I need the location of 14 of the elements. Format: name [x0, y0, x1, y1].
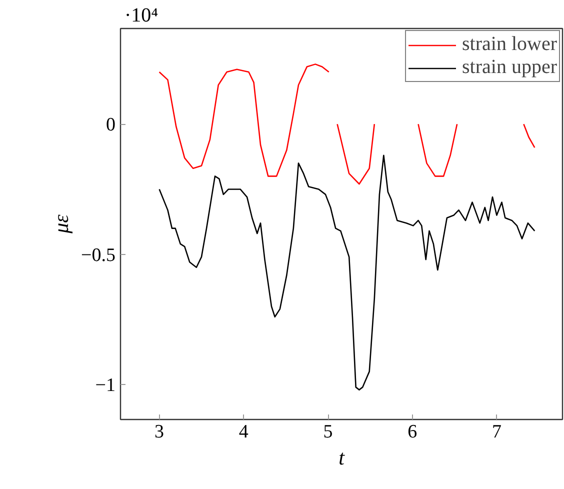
x-tick-label: 6	[408, 422, 418, 442]
legend-label: strain lower	[462, 33, 557, 56]
y-axis-title: με	[49, 214, 74, 234]
x-tick-label: 7	[492, 422, 502, 442]
line-series	[158, 154, 536, 390]
x-axis-title: t	[338, 446, 346, 470]
text: ·10⁴	[124, 4, 158, 26]
y-tick-label: 0	[106, 114, 116, 136]
legend-label: strain upper	[462, 56, 557, 79]
x-tick-label: 4	[238, 422, 249, 442]
x-tick-label: 3	[154, 422, 164, 442]
y-tick-label: −0.5	[81, 244, 116, 266]
x-tick-label: 5	[323, 422, 333, 442]
y-tick-label: −1	[95, 375, 116, 396]
